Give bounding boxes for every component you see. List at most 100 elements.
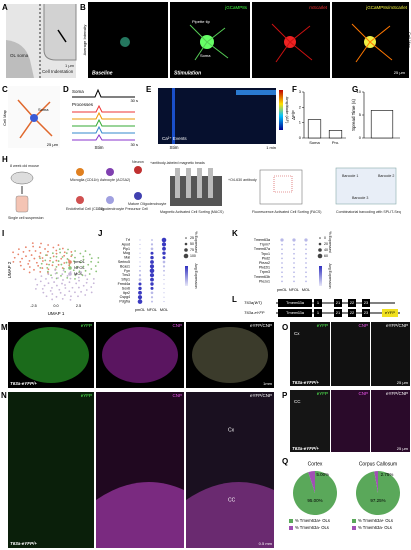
label: Q	[282, 457, 288, 466]
umap-point	[46, 267, 49, 269]
label: 1 min	[266, 145, 276, 150]
umap-point	[92, 282, 95, 285]
legend-swatch	[289, 526, 293, 530]
umap-point	[19, 261, 22, 263]
dot	[281, 257, 283, 260]
plate	[335, 167, 397, 205]
dot	[293, 252, 295, 255]
label: 0.0	[53, 304, 58, 308]
umap-point	[47, 268, 50, 271]
label: Piezo2	[259, 261, 270, 265]
umap-point	[17, 253, 20, 256]
gate	[273, 175, 293, 193]
label: Stimulation	[174, 70, 201, 76]
label: T63a(WT)	[244, 300, 263, 305]
legend-swatch	[289, 519, 293, 523]
exon	[348, 309, 356, 317]
label: % Tmem63a- OLs	[358, 525, 392, 530]
umap-point	[57, 244, 60, 246]
dot	[305, 243, 307, 246]
label: 95.00%	[307, 498, 322, 503]
dot	[162, 246, 166, 251]
label: M	[1, 323, 8, 332]
dot	[150, 291, 154, 295]
cc-band	[96, 482, 184, 548]
dot	[150, 247, 154, 251]
umap-point	[48, 263, 50, 266]
image	[371, 390, 410, 452]
label: H	[2, 155, 8, 164]
image	[331, 390, 370, 452]
dot	[150, 277, 154, 282]
umap-point	[27, 262, 30, 265]
umap-point	[51, 298, 54, 301]
label: Stim	[95, 145, 104, 150]
umap-point	[45, 263, 48, 266]
arrow	[57, 29, 67, 43]
legend-swatch	[352, 519, 356, 523]
cell-icon	[106, 196, 114, 204]
dot	[161, 237, 167, 243]
umap-point	[66, 258, 69, 260]
label: Tmem63a	[286, 300, 305, 305]
label: 100	[190, 254, 196, 258]
label: UMAP 1	[48, 311, 65, 316]
label: Serinc5	[118, 260, 130, 264]
label: L	[232, 295, 237, 304]
legend-swatch	[352, 526, 356, 530]
umap-point	[21, 257, 23, 260]
umap-point	[51, 276, 53, 279]
colorbar	[185, 266, 188, 286]
label: Pipette tip	[192, 19, 211, 24]
umap-point	[58, 288, 61, 291]
dot	[305, 275, 307, 278]
label: 25 μm	[397, 446, 409, 451]
label: pmOL	[74, 259, 86, 264]
dot	[293, 266, 295, 269]
label: K	[232, 229, 238, 238]
label: eYFP	[385, 310, 395, 315]
label: 1 μm	[65, 63, 75, 68]
label: 50	[190, 242, 194, 246]
label: 20	[324, 242, 328, 246]
umap-point	[60, 263, 63, 266]
umap-point	[82, 258, 85, 261]
size-key	[319, 237, 321, 239]
umap-point	[45, 295, 48, 298]
umap-point	[33, 268, 35, 271]
umap-point	[75, 282, 78, 285]
umap-point	[68, 281, 71, 284]
label: Pkd2	[262, 256, 270, 260]
label: MOL	[160, 308, 168, 312]
umap-point	[77, 276, 80, 279]
dot	[139, 269, 141, 272]
dot	[163, 287, 165, 289]
umap-point	[90, 257, 93, 260]
umap-point	[85, 289, 88, 291]
umap-point	[55, 249, 58, 252]
label: Combinatorial barcoding with SPLIT-Seq	[336, 210, 401, 214]
label: eYFP/CNP	[386, 391, 408, 396]
dot	[139, 239, 141, 241]
umap-point	[40, 275, 43, 278]
dot	[139, 248, 141, 250]
dot	[281, 275, 283, 278]
trace	[72, 118, 135, 127]
umap-point	[51, 264, 54, 267]
label: NFOL	[74, 265, 85, 270]
umap-point	[46, 270, 49, 273]
umap-point	[55, 255, 58, 258]
exon	[348, 299, 356, 307]
size-key	[184, 242, 188, 246]
umap-point	[74, 277, 76, 280]
label: A	[2, 3, 8, 12]
label: O	[282, 323, 288, 332]
umap-point	[39, 270, 42, 273]
umap-point	[63, 294, 66, 296]
label: G	[352, 85, 358, 94]
label: 1	[317, 300, 320, 305]
dot	[138, 282, 142, 286]
image	[331, 322, 370, 386]
dot	[139, 257, 141, 259]
